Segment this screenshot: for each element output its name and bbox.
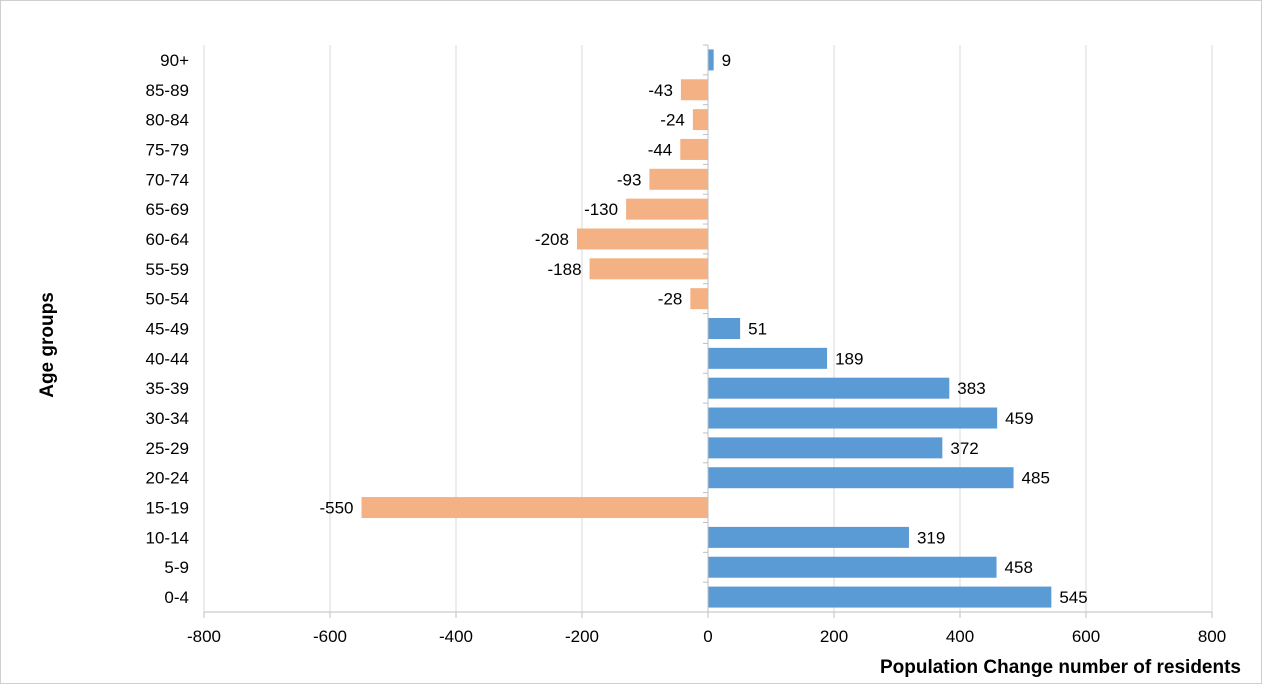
bar-90+ — [708, 49, 714, 71]
x-tick-label: -200 — [565, 627, 599, 646]
bar-60-64 — [576, 228, 708, 250]
y-tick-label: 15-19 — [146, 499, 189, 518]
bar-30-34 — [708, 407, 998, 429]
x-tick-label: 400 — [946, 627, 974, 646]
bar-50-54 — [690, 288, 708, 310]
x-tick-label: 200 — [820, 627, 848, 646]
data-label-20-24: 485 — [1022, 469, 1050, 488]
y-tick-label: 20-24 — [146, 469, 189, 488]
data-label-0-4: 545 — [1059, 588, 1087, 607]
data-label-30-34: 459 — [1005, 409, 1033, 428]
y-tick-label: 40-44 — [146, 349, 189, 368]
y-tick-label: 10-14 — [146, 528, 189, 547]
bar-80-84 — [692, 109, 708, 131]
x-tick-label: 800 — [1198, 627, 1226, 646]
data-label-90+: 9 — [722, 51, 731, 70]
bar-25-29 — [708, 437, 943, 459]
data-label-75-79: -44 — [648, 140, 673, 159]
y-tick-label: 25-29 — [146, 439, 189, 458]
bar-35-39 — [708, 377, 950, 399]
data-label-70-74: -93 — [617, 170, 642, 189]
y-tick-label: 80-84 — [146, 111, 189, 130]
data-label-60-64: -208 — [535, 230, 569, 249]
data-label-25-29: 372 — [950, 439, 978, 458]
x-tick-label: 0 — [703, 627, 712, 646]
bar-45-49 — [708, 318, 741, 339]
data-label-35-39: 383 — [957, 379, 985, 398]
y-tick-label: 35-39 — [146, 379, 189, 398]
bar-0-4 — [708, 586, 1052, 608]
bar-5-9 — [708, 556, 997, 578]
data-label-80-84: -24 — [660, 111, 685, 130]
axes: -800 -600 -400 -200 0 200 400 600 800 0-4 5-9 10-14… — [146, 44, 1226, 646]
x-tick-label: -400 — [439, 627, 473, 646]
data-label-5-9: 458 — [1005, 558, 1033, 577]
gridlines — [203, 45, 1213, 612]
y-tick-label: 50-54 — [146, 290, 189, 309]
data-label-45-49: 51 — [748, 320, 767, 339]
bar-55-59 — [589, 258, 708, 280]
data-label-50-54: -28 — [658, 290, 683, 309]
bar-70-74 — [649, 168, 708, 190]
y-tick-label: 85-89 — [146, 81, 189, 100]
y-tick-label: 70-74 — [146, 170, 189, 189]
x-tick-label: -800 — [187, 627, 221, 646]
y-tick-label: 5-9 — [164, 558, 189, 577]
bar-75-79 — [680, 138, 708, 160]
x-tick-label: 600 — [1072, 627, 1100, 646]
data-label-15-19: -550 — [319, 499, 353, 518]
data-label-40-44: 189 — [835, 349, 863, 368]
y-tick-label: 90+ — [160, 51, 189, 70]
bar-15-19 — [361, 497, 708, 519]
x-axis-title: Population Change number of residents — [880, 657, 1241, 678]
data-label-10-14: 319 — [917, 528, 945, 547]
y-tick-label: 65-69 — [146, 200, 189, 219]
y-tick-label: 30-34 — [146, 409, 189, 428]
y-tick-label: 60-64 — [146, 230, 189, 249]
bars — [361, 49, 1052, 608]
data-label-55-59: -188 — [548, 260, 582, 279]
y-tick-label: 55-59 — [146, 260, 189, 279]
y-tick-label: 75-79 — [146, 140, 189, 159]
data-labels: 545 458 319 -550 485 372 459 383 189 51 -28 -188 -20… — [319, 51, 1087, 607]
y-tick-label: 45-49 — [146, 320, 189, 339]
bar-10-14 — [708, 526, 909, 548]
data-label-85-89: -43 — [648, 81, 673, 100]
bar-85-89 — [680, 79, 708, 101]
y-axis-title: Age groups — [37, 292, 58, 398]
bar-40-44 — [708, 347, 828, 369]
data-label-65-69: -130 — [584, 200, 618, 219]
x-tick-label: -600 — [313, 627, 347, 646]
y-tick-label: 0-4 — [164, 588, 189, 607]
bar-20-24 — [708, 467, 1014, 489]
bar-65-69 — [626, 198, 708, 220]
